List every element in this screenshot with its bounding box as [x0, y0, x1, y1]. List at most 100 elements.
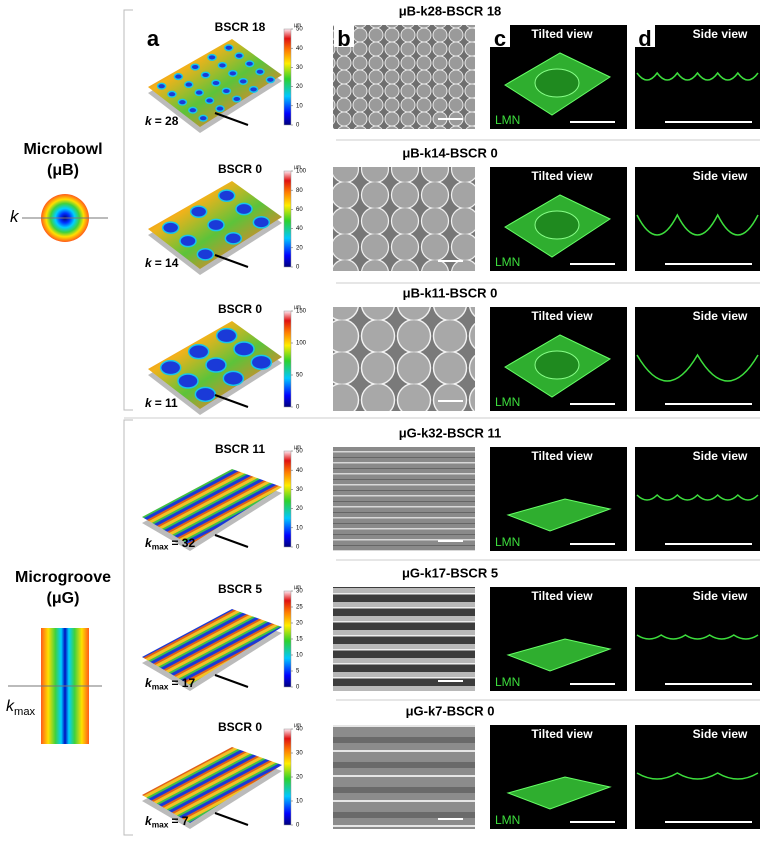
- panel-label-box: [635, 25, 655, 47]
- tilted-bowl: [534, 68, 580, 98]
- symbol-sub: max: [152, 542, 169, 552]
- surface-dimple: [211, 79, 221, 87]
- row-title: μG-k32-BSCR 11: [399, 425, 502, 440]
- side-image: [635, 167, 760, 271]
- tilted-image: [490, 587, 627, 691]
- side-image: [635, 307, 760, 411]
- surface-dimple: [265, 76, 276, 84]
- surface-dimple: [204, 97, 215, 105]
- lmn-label: LMN: [495, 395, 520, 409]
- surface-map: [142, 469, 282, 545]
- tilted-label: Tilted view: [531, 169, 593, 183]
- symbol-var: k: [145, 814, 153, 828]
- surface-dimple: [184, 81, 194, 89]
- surface-dimple: [173, 73, 184, 81]
- bracket: [123, 419, 133, 836]
- surface-dimple: [250, 354, 273, 371]
- surface-dimple: [196, 247, 215, 261]
- tilted-bowl: [534, 350, 580, 380]
- row: μB-k28-BSCR 18 BSCR 18 k = 28 µm 0 10 20 30 40 50 T…: [145, 3, 760, 133]
- scale-bar: [214, 812, 249, 826]
- surface-dimple: [156, 82, 167, 90]
- surface-map: [142, 609, 282, 685]
- row-title: μG-k17-BSCR 5: [402, 565, 498, 580]
- map-label: BSCR 18: [215, 20, 266, 34]
- surface-dimple: [232, 95, 242, 103]
- row-title: μG-k7-BSCR 0: [406, 703, 495, 718]
- surface-dimple: [167, 90, 177, 98]
- side-label: Side view: [693, 449, 748, 463]
- scale-bar: [214, 394, 249, 408]
- colorbar-tick-label: 0: [296, 123, 300, 129]
- surface-dimple: [235, 202, 253, 216]
- colorbar: [283, 310, 292, 408]
- tilted-bowl: [534, 210, 580, 240]
- surface-dimple: [224, 44, 234, 52]
- colorbar-tick-label: 5: [296, 669, 300, 675]
- surface-map: [142, 747, 282, 823]
- side-profile: [636, 353, 759, 382]
- symbol-label: kmax = 17: [145, 676, 195, 692]
- surface-dimple: [200, 71, 211, 79]
- side-profile: [636, 634, 759, 640]
- colorbar-tick-label: 0: [296, 265, 300, 271]
- colorbar-unit: µm: [294, 444, 301, 450]
- symbol-var: k: [145, 256, 153, 270]
- lmn-label: LMN: [495, 535, 520, 549]
- surface-dimple: [161, 221, 180, 235]
- colorbar-unit: µm: [294, 722, 301, 728]
- symbol-label: k = 28: [145, 114, 179, 128]
- surface-dimple: [238, 77, 248, 85]
- side-label: Side view: [693, 309, 748, 323]
- symbol-value: = 7: [171, 814, 188, 828]
- row: μG-k32-BSCR 11 BSCR 11 kmax = 32 µm 0 10 20 30 40…: [142, 425, 760, 552]
- colorbar-tick-label: 40: [296, 226, 303, 232]
- colorbar: [283, 590, 292, 688]
- surface-dimple: [215, 105, 225, 113]
- sem-image: [333, 25, 475, 129]
- colorbar-unit: µm: [294, 164, 301, 170]
- panel-label: a: [147, 26, 160, 51]
- group-name: Microgroove: [15, 569, 111, 586]
- colorbar: [283, 28, 292, 126]
- colorbar-tick-label: 10: [296, 653, 303, 659]
- colorbar-tick-label: 60: [296, 207, 303, 213]
- symbol-label: k: [10, 207, 20, 226]
- colorbar-tick-label: 10: [296, 525, 303, 531]
- sem-image: [333, 167, 475, 271]
- colorbar-tick-label: 20: [296, 775, 303, 781]
- surface-dimple: [159, 359, 182, 376]
- lmn-label: LMN: [495, 255, 520, 269]
- colorbar-tick-label: 30: [296, 65, 303, 71]
- side-label: Side view: [693, 589, 748, 603]
- row-title: μB-k14-BSCR 0: [402, 145, 497, 160]
- symbol-value: = 28: [155, 114, 179, 128]
- symbol-label: kmax = 32: [145, 536, 195, 552]
- colorbar-tick-label: 0: [296, 685, 300, 691]
- colorbar-unit: µm: [294, 584, 301, 590]
- scale-bar: [214, 254, 249, 268]
- surface-dimple: [217, 61, 228, 69]
- surface-dimple: [228, 69, 238, 77]
- surface-dimple: [179, 234, 197, 248]
- tilted-label: Tilted view: [531, 589, 593, 603]
- colorbar-tick-label: 50: [296, 449, 303, 455]
- colorbar-tick-label: 150: [296, 309, 307, 315]
- symbol-sub: max: [152, 820, 169, 830]
- colorbar-tick-label: 25: [296, 605, 303, 611]
- side-profile: [636, 493, 759, 501]
- symbol-value: = 17: [171, 676, 195, 690]
- colorbar-tick-label: 50: [296, 27, 303, 33]
- symbol-sub: max: [152, 682, 169, 692]
- colorbar-tick-label: 50: [296, 373, 303, 379]
- surface-dimple: [217, 189, 236, 203]
- surface-dimple: [215, 327, 238, 344]
- surface-dimple: [207, 218, 225, 232]
- group-name: Microbowl: [23, 141, 102, 158]
- colorbar: [283, 170, 292, 268]
- scale-bar: [214, 534, 249, 548]
- surface-dimple: [248, 85, 259, 93]
- colorbar-tick-label: 15: [296, 637, 303, 643]
